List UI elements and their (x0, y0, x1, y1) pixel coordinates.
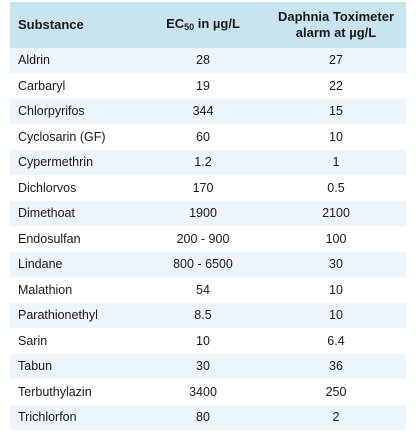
toxicity-table: Substance EC50 in µg/L Daphnia Toximeter… (10, 2, 406, 431)
cell-alarm: 6.4 (266, 328, 406, 354)
cell-ec50: 200 - 900 (140, 226, 266, 252)
cell-ec50: 54 (140, 277, 266, 303)
header-alarm-line2: alarm at µg/L (295, 25, 377, 40)
cell-ec50: 80 (140, 404, 266, 431)
cell-alarm: 0.5 (266, 175, 406, 201)
table-row: Terbuthylazin 3400 250 (10, 379, 406, 405)
cell-substance: Dichlorvos (10, 175, 140, 201)
table-row: Parathionethyl 8.5 10 (10, 302, 406, 329)
table-row: Lindane 800 - 6500 30 (10, 251, 406, 278)
table-row: Malathion 54 10 (10, 277, 406, 303)
table-row: Aldrin 28 27 (10, 48, 406, 74)
cell-alarm: 250 (266, 379, 406, 405)
table-header-row: Substance EC50 in µg/L Daphnia Toximeter… (10, 2, 406, 48)
table-body: Aldrin 28 27 Carbaryl 19 22 Chlorpyrifos 344 15 C… (10, 48, 406, 431)
cell-alarm: 10 (266, 277, 406, 303)
cell-ec50: 1900 (140, 200, 266, 227)
cell-ec50: 800 - 6500 (140, 251, 266, 278)
substance-table-container: Substance EC50 in µg/L Daphnia Toximeter… (10, 2, 406, 431)
cell-substance: Dimethoat (10, 200, 140, 227)
cell-substance: Sarin (10, 328, 140, 354)
table-row: Sarin 10 6.4 (10, 328, 406, 354)
cell-alarm: 36 (266, 353, 406, 380)
cell-ec50: 30 (140, 353, 266, 380)
cell-substance: Parathionethyl (10, 302, 140, 329)
cell-ec50: 10 (140, 328, 266, 354)
table-row: Dimethoat 1900 2100 (10, 200, 406, 227)
cell-alarm: 2100 (266, 200, 406, 227)
header-ec50: EC50 in µg/L (140, 2, 266, 48)
cell-substance: Trichlorfon (10, 404, 140, 431)
cell-alarm: 10 (266, 124, 406, 150)
cell-substance: Cyclosarin (GF) (10, 124, 140, 150)
cell-alarm: 10 (266, 302, 406, 329)
table-row: Carbaryl 19 22 (10, 73, 406, 99)
cell-ec50: 19 (140, 73, 266, 99)
table-row: Endosulfan 200 - 900 100 (10, 226, 406, 252)
cell-alarm: 2 (266, 404, 406, 431)
table-row: Dichlorvos 170 0.5 (10, 175, 406, 201)
cell-ec50: 170 (140, 175, 266, 201)
cell-alarm: 30 (266, 251, 406, 278)
table-row: Cypermethrin 1.2 1 (10, 149, 406, 176)
header-ec50-prefix: EC (166, 15, 185, 31)
header-substance: Substance (10, 2, 140, 48)
table-row: Chlorpyrifos 344 15 (10, 98, 406, 125)
cell-alarm: 22 (266, 73, 406, 99)
cell-alarm: 15 (266, 98, 406, 125)
table-row: Cyclosarin (GF) 60 10 (10, 124, 406, 150)
cell-ec50: 3400 (140, 379, 266, 405)
cell-substance: Chlorpyrifos (10, 98, 140, 125)
cell-ec50: 28 (140, 48, 266, 74)
cell-ec50: 1.2 (140, 149, 266, 176)
table-row: Trichlorfon 80 2 (10, 404, 406, 431)
header-ec50-subscript: 50 (184, 21, 195, 32)
cell-ec50: 60 (140, 124, 266, 150)
cell-substance: Terbuthylazin (10, 379, 140, 405)
cell-substance: Aldrin (10, 48, 140, 74)
header-alarm: Daphnia Toximeter alarm at µg/L (266, 2, 406, 48)
cell-alarm: 27 (266, 48, 406, 74)
cell-substance: Lindane (10, 251, 140, 278)
table-row: Tabun 30 36 (10, 353, 406, 380)
cell-substance: Carbaryl (10, 73, 140, 99)
header-ec50-suffix: in µg/L (194, 15, 240, 31)
cell-substance: Tabun (10, 353, 140, 380)
cell-alarm: 1 (266, 149, 406, 176)
cell-alarm: 100 (266, 226, 406, 252)
cell-ec50: 344 (140, 98, 266, 125)
header-alarm-line1: Daphnia Toximeter (277, 9, 395, 24)
cell-substance: Malathion (10, 277, 140, 303)
cell-substance: Cypermethrin (10, 149, 140, 176)
cell-ec50: 8.5 (140, 302, 266, 329)
cell-substance: Endosulfan (10, 226, 140, 252)
